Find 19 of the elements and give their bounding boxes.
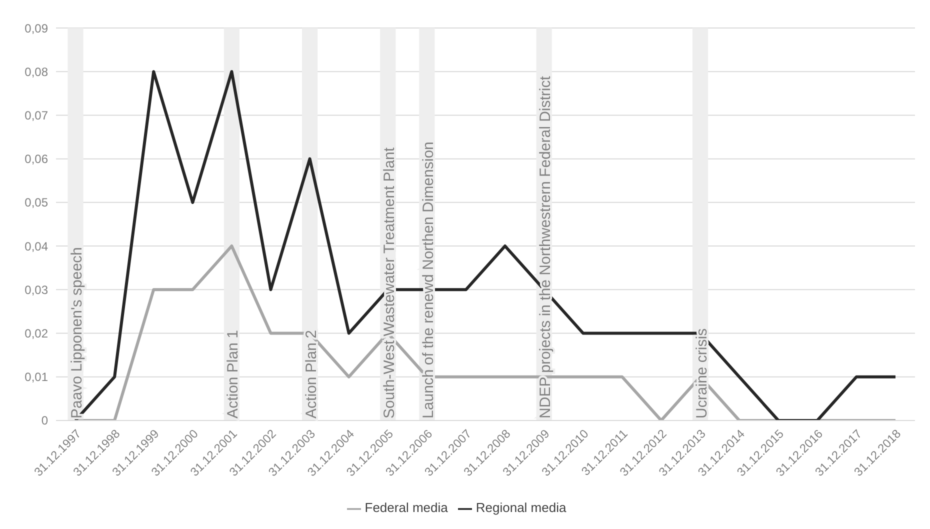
y-tick-label: 0,08	[24, 64, 48, 79]
y-tick-label: 0,01	[24, 370, 48, 384]
band-label: NDEP projects in the Northwestrern Federal District	[537, 75, 554, 418]
y-tick-label: 0,02	[24, 326, 48, 340]
band-label: Ucraine crisis	[693, 328, 710, 418]
band-label: South-West Wastewater Treatment Plant	[380, 146, 398, 418]
y-tick-label: 0	[41, 414, 48, 428]
band-label: Action Plan 1	[224, 330, 242, 418]
band-label: Action Plan 2	[302, 330, 320, 418]
y-tick-label: 0,04	[24, 239, 48, 254]
y-tick-label: 0,07	[24, 108, 48, 122]
legend-label: Federal media	[364, 500, 448, 516]
y-tick-label: 0,05	[24, 196, 48, 210]
y-tick-label: 0,06	[24, 152, 48, 166]
band-label: Paavo Lipponen's speech	[68, 247, 86, 418]
y-tick-label: 0,03	[24, 282, 48, 297]
legend-label: Regional media	[476, 500, 566, 516]
y-tick-label: 0,09	[24, 21, 48, 36]
band-label: Launch of the renewd Northen Dimension	[420, 142, 437, 418]
